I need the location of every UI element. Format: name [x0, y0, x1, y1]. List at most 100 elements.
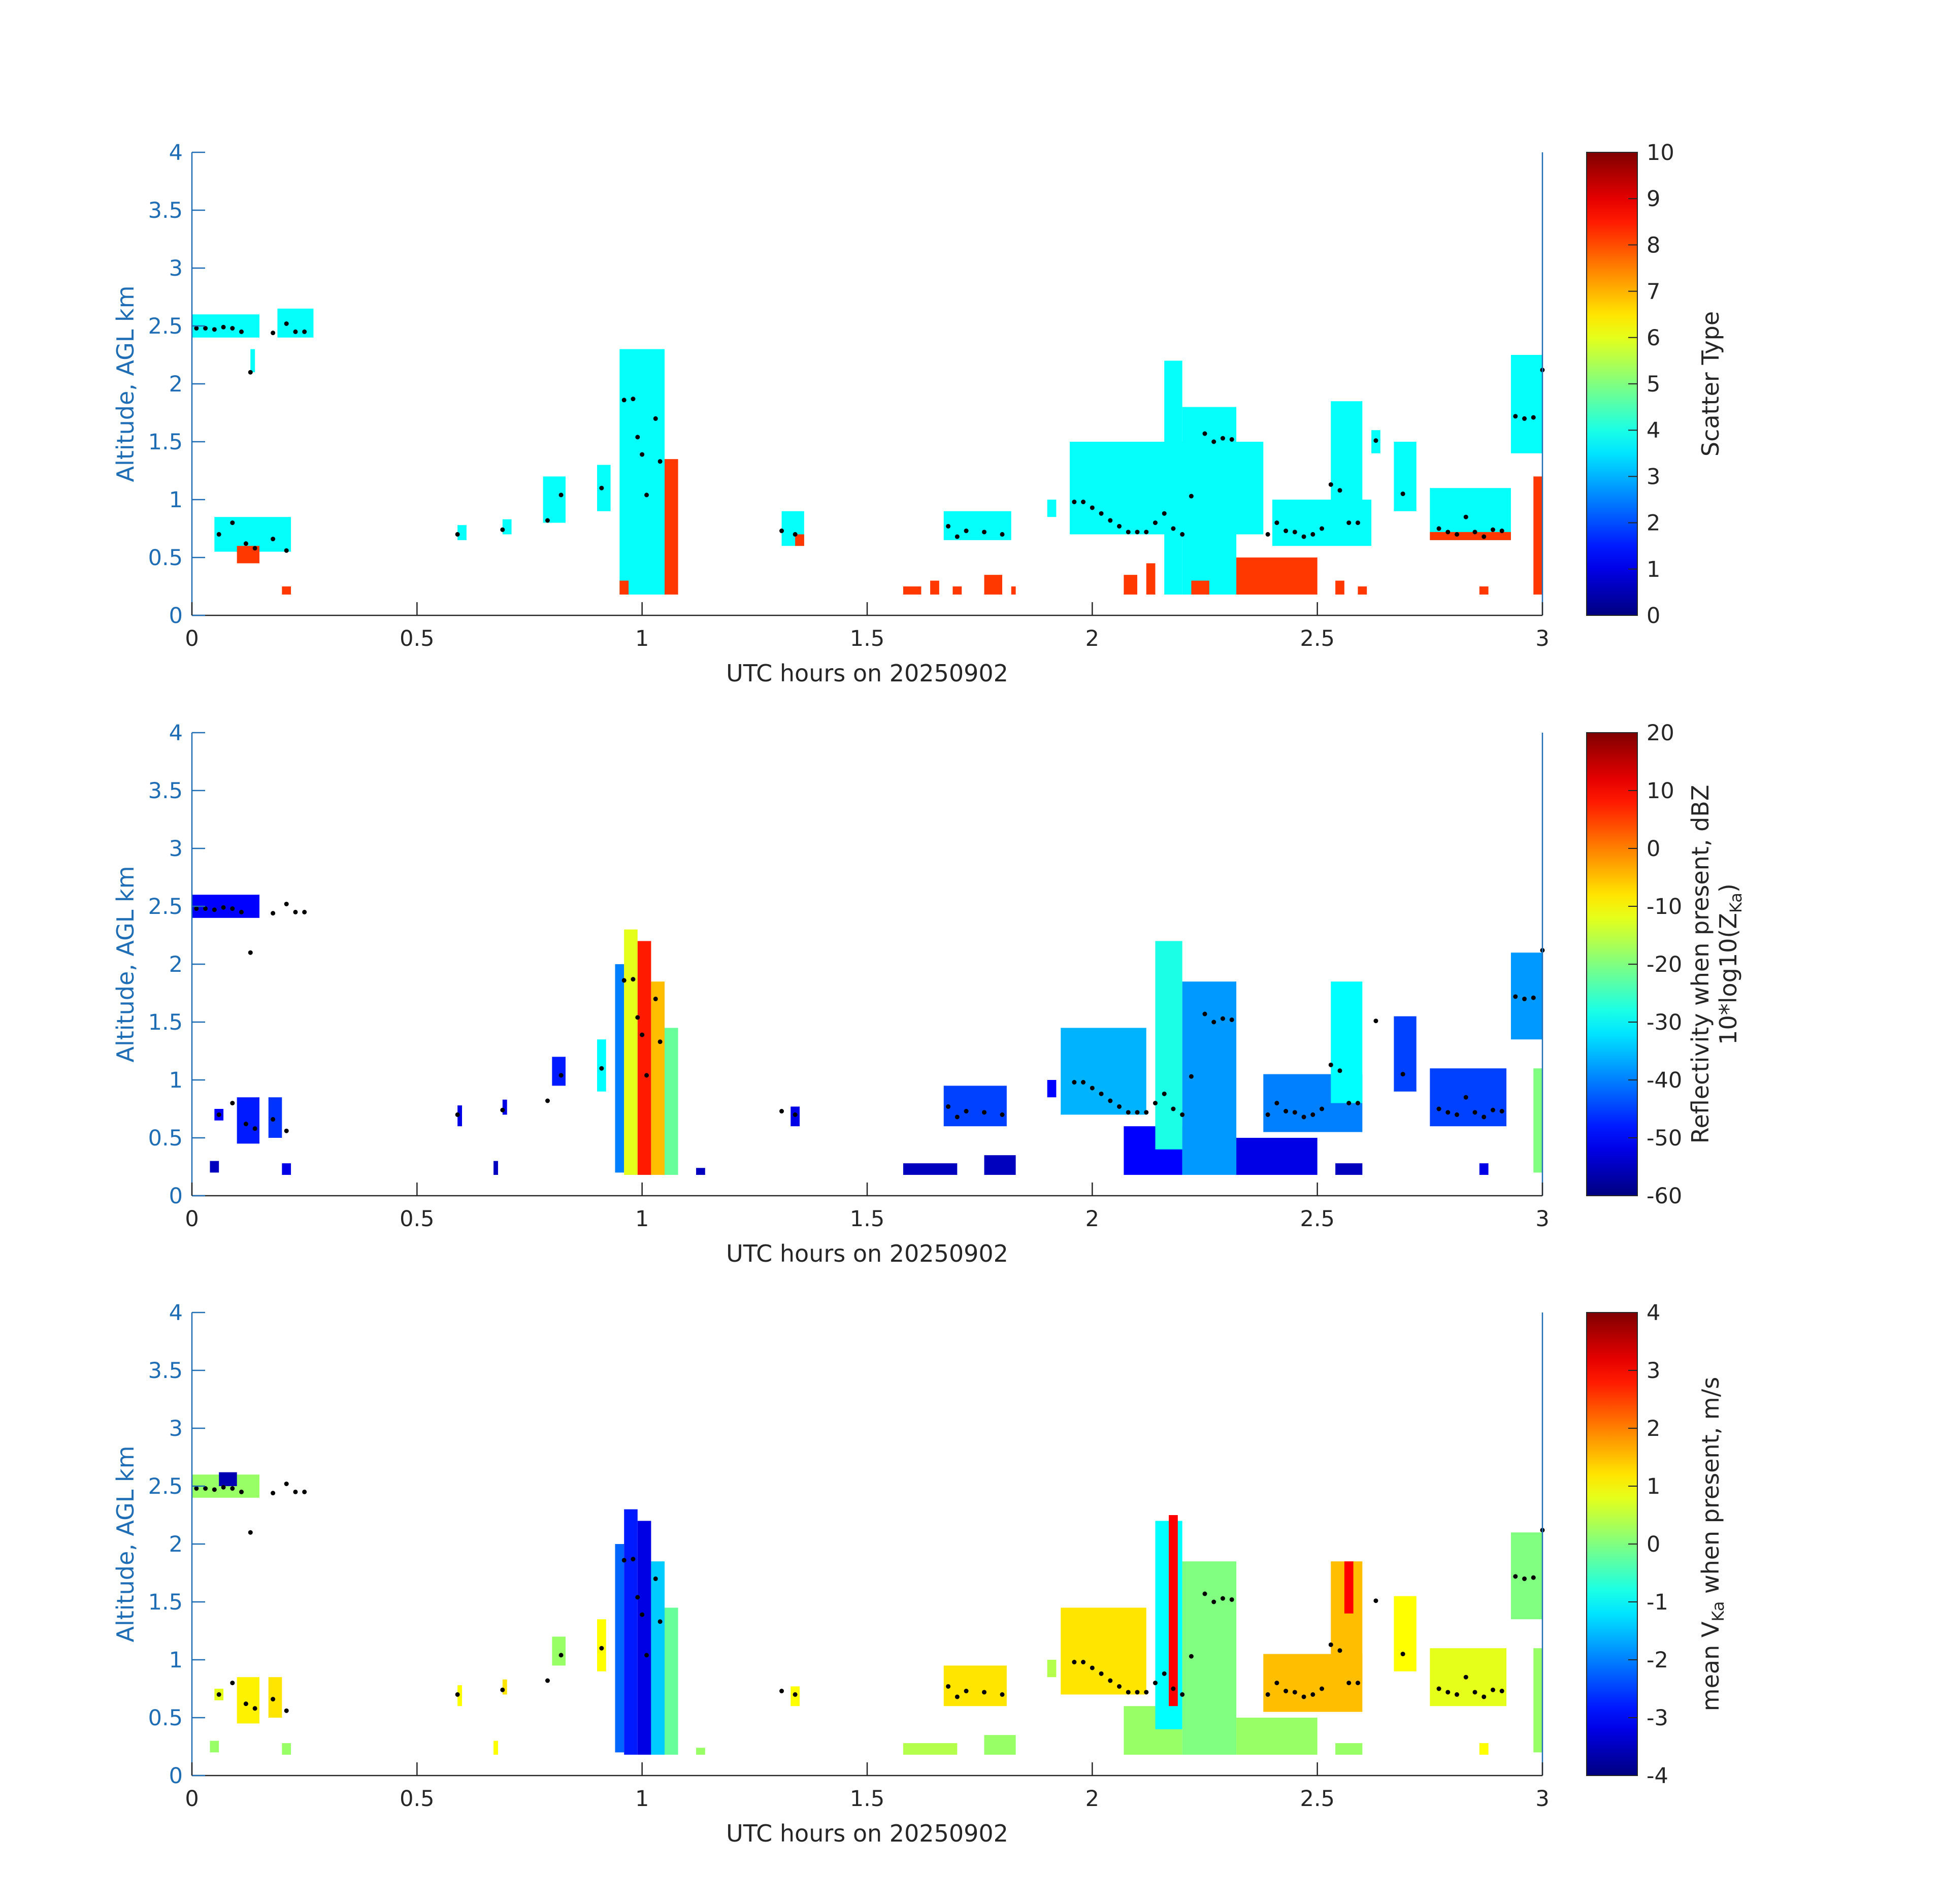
colorbar-tick-label: -20 [1647, 952, 1682, 977]
data-point [1346, 1681, 1352, 1686]
y-tick-label: 1 [169, 1648, 183, 1673]
y-tick-label: 3.5 [148, 198, 183, 223]
heatmap-cell [1236, 1138, 1318, 1175]
y-tick-label: 2.5 [148, 314, 183, 339]
data-point [230, 520, 235, 526]
data-point [1090, 1086, 1095, 1091]
x-tick-label: 0 [185, 1206, 199, 1232]
data-point [1436, 1686, 1441, 1691]
data-point [1328, 482, 1333, 487]
data-point [271, 1491, 276, 1496]
y-tick-label: 0 [169, 603, 183, 629]
data-point [1229, 437, 1234, 442]
data-point [631, 397, 636, 402]
x-axis-label: UTC hours on 20250902 [726, 660, 1008, 687]
heatmap-cell [1335, 1743, 1363, 1755]
data-point [1472, 530, 1477, 535]
data-point [1373, 438, 1378, 443]
data-point [194, 906, 199, 911]
data-point [203, 326, 208, 331]
data-point [1522, 1576, 1527, 1581]
data-point [230, 1101, 235, 1106]
colorbar-tick-label: 4 [1647, 418, 1660, 443]
data-point [644, 1073, 649, 1078]
data-point [239, 1489, 244, 1494]
colorbar-tick-label: 0 [1647, 1532, 1660, 1557]
data-point [1180, 1112, 1185, 1117]
data-point [599, 1066, 604, 1071]
heatmap-cell [1061, 1607, 1146, 1695]
colorbar-tick-label: 9 [1647, 186, 1660, 212]
y-tick-label: 0.5 [148, 1126, 183, 1151]
data-point [1220, 436, 1225, 441]
heatmap-cell [1169, 1515, 1178, 1706]
y-tick-label: 1 [169, 487, 183, 513]
data-point [239, 909, 244, 914]
data-point [1337, 488, 1342, 493]
data-point [203, 906, 208, 911]
data-point [455, 1112, 460, 1117]
heatmap-cell [943, 511, 1011, 540]
data-point [293, 329, 298, 334]
data-point [1436, 526, 1441, 531]
data-point [284, 1481, 289, 1486]
panel-2: 0 0.5 1 1.5 2 2.5 3 3.5 4 0 0.5 1 1.5 2 2.5 3 UTC hours … [112, 720, 1746, 1267]
data-point [599, 1646, 604, 1651]
y-tick-label: 3.5 [148, 1358, 183, 1384]
data-point [1220, 1016, 1225, 1021]
data-point [302, 1489, 307, 1494]
data-point [216, 1692, 221, 1697]
data-point [1472, 1110, 1477, 1115]
heatmap-cell [1533, 1648, 1542, 1753]
heatmap-cell [210, 1161, 219, 1173]
data-point [1117, 1104, 1122, 1109]
data-point [1202, 431, 1207, 436]
colorbar-tick-label: -10 [1647, 894, 1682, 920]
x-tick-label: 2.5 [1300, 1786, 1334, 1812]
data-point [1355, 1681, 1360, 1686]
data-point [455, 532, 460, 537]
heatmap-cell [282, 586, 291, 595]
data-point [1292, 1690, 1297, 1695]
heatmap-cell [1155, 1521, 1182, 1729]
heatmap-cell [1146, 563, 1156, 595]
data-point [1135, 1690, 1140, 1695]
data-point [1400, 1652, 1405, 1657]
heatmap-cell [651, 1561, 665, 1755]
data-point [640, 1032, 645, 1037]
heatmap-cell [637, 941, 651, 1175]
y-tick-label: 2 [169, 1532, 183, 1557]
x-tick-label: 3 [1535, 1206, 1549, 1232]
data-point [1171, 1106, 1176, 1111]
x-tick-label: 3 [1535, 1786, 1549, 1812]
data-point [1445, 1110, 1451, 1115]
data-point [1445, 1690, 1451, 1695]
colorbar-tick-label: 1 [1647, 557, 1660, 582]
data-point [1283, 529, 1289, 534]
data-point [1099, 511, 1104, 516]
data-point [621, 398, 627, 403]
data-point [1482, 534, 1487, 539]
data-point [982, 1110, 987, 1115]
data-point [252, 1126, 257, 1131]
data-point [1171, 526, 1176, 531]
data-point [1265, 1692, 1270, 1697]
colorbar-tick-label: 3 [1647, 464, 1660, 489]
data-point [212, 327, 217, 332]
data-point [1126, 530, 1131, 535]
heatmap-cell [1047, 1660, 1057, 1678]
y-tick-label: 0 [169, 1763, 183, 1789]
data-point [954, 534, 960, 539]
data-point [1000, 1692, 1005, 1697]
colorbar-label: Reflectivity when present, dBZ [1687, 785, 1714, 1144]
heatmap-cell [1047, 1080, 1057, 1098]
heatmap-cell [1155, 941, 1182, 1150]
data-point [1292, 1110, 1297, 1115]
heatmap-cell [597, 1039, 606, 1092]
data-point [1108, 1098, 1113, 1103]
colorbar-label-end: when present, m/s [1697, 1377, 1724, 1601]
data-point [1513, 1574, 1518, 1579]
x-tick-label: 3 [1535, 626, 1549, 651]
data-point [1126, 1110, 1131, 1115]
